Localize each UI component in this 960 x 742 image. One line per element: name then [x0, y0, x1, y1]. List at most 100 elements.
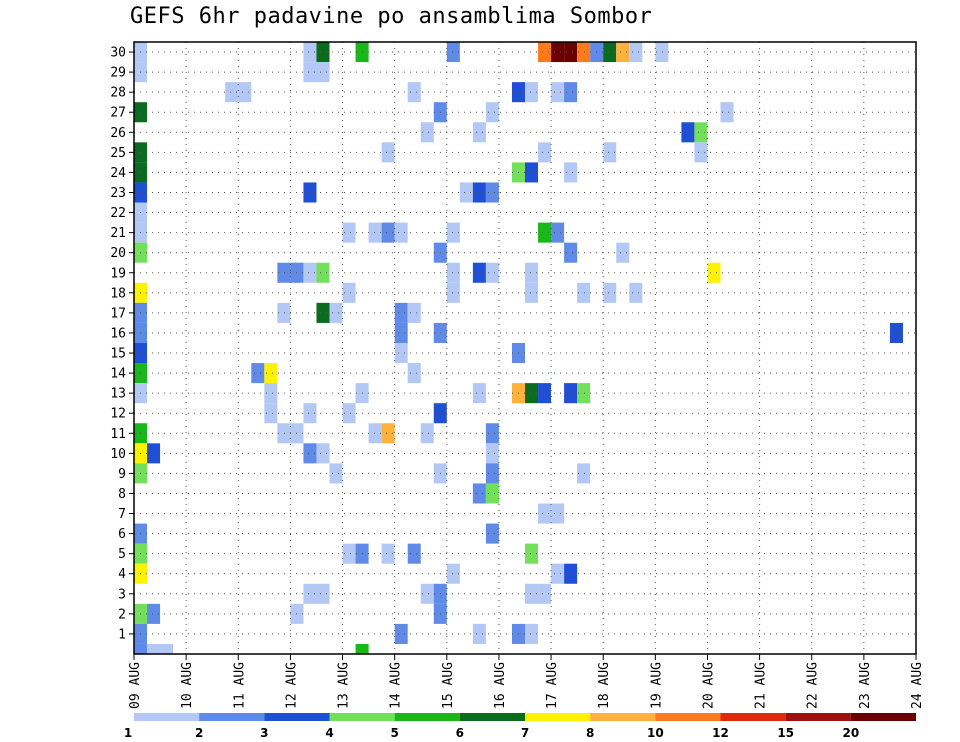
heat-cell: [538, 383, 552, 404]
heat-cell: [147, 643, 161, 654]
heat-cell: [564, 563, 578, 584]
y-tick-label: 12: [110, 407, 126, 422]
heat-cell: [303, 443, 317, 464]
heat-cell: [407, 363, 421, 384]
y-tick-label: 29: [110, 66, 126, 81]
heat-cell: [238, 82, 252, 103]
heat-cell: [551, 222, 565, 243]
y-tick-label: 24: [110, 166, 126, 181]
heat-cell: [420, 423, 434, 444]
y-tick-label: 4: [118, 567, 126, 582]
heat-cell: [564, 383, 578, 404]
y-tick-label: 1: [118, 627, 126, 642]
heat-cell: [485, 102, 499, 123]
heat-cell: [655, 42, 669, 63]
heat-cell: [616, 242, 630, 263]
colorbar-swatch: [134, 713, 200, 721]
x-axis: 09 AUG 10 AUG 11 AUG 12 AUG 13 AUG 14 AUG 15 A…: [128, 654, 925, 709]
heat-cell: [407, 543, 421, 564]
y-tick-label: 22: [110, 206, 126, 221]
heat-cell: [681, 122, 695, 143]
colorbar-label: 4: [325, 726, 333, 740]
colorbar-swatch: [199, 713, 265, 721]
heat-cell: [355, 643, 369, 654]
heat-cell: [485, 463, 499, 484]
colorbar-label: 5: [390, 726, 398, 740]
colorbar-swatch: [590, 713, 656, 721]
y-tick-label: 6: [118, 527, 126, 542]
heat-cell: [407, 302, 421, 323]
heat-cell: [342, 282, 356, 303]
heat-cell: [485, 443, 499, 464]
y-tick-label: 8: [118, 487, 126, 502]
heat-cell: [316, 443, 330, 464]
heat-cell: [381, 423, 395, 444]
heat-cell: [525, 82, 539, 103]
colorbar-label: 1: [124, 726, 132, 740]
heat-cell: [485, 483, 499, 504]
heat-cell: [303, 583, 317, 604]
colorbar-label: 15: [777, 726, 794, 740]
x-tick-label: 14 AUG: [389, 662, 404, 709]
colorbar-label: 8: [586, 726, 594, 740]
heat-cell: [277, 262, 291, 283]
y-tick-label: 9: [118, 467, 126, 482]
x-tick-label: 12 AUG: [284, 662, 299, 709]
heat-cell: [577, 463, 591, 484]
heat-cell: [603, 282, 617, 303]
y-tick-label: 30: [110, 46, 126, 61]
heat-cell: [342, 222, 356, 243]
y-tick-label: 11: [110, 427, 126, 442]
colorbar-swatch: [785, 713, 851, 721]
heat-cell: [316, 42, 330, 63]
y-tick-label: 21: [110, 226, 126, 241]
heat-cell: [394, 342, 408, 364]
y-tick-label: 28: [110, 86, 126, 101]
heat-cell: [420, 583, 434, 604]
heat-cell: [485, 523, 499, 544]
heat-cell: [420, 122, 434, 143]
heat-cell: [472, 122, 486, 143]
heat-cell: [472, 262, 486, 283]
x-tick-label: 16 AUG: [493, 662, 508, 709]
y-tick-label: 25: [110, 146, 126, 161]
y-tick-label: 5: [118, 547, 126, 562]
heat-cell: [603, 42, 617, 63]
colorbar-swatch: [850, 713, 916, 721]
heat-cell: [707, 262, 721, 283]
x-tick-label: 10 AUG: [180, 662, 195, 709]
heat-cell: [551, 563, 565, 584]
heat-cell: [277, 302, 291, 323]
colorbar-swatch: [459, 713, 525, 721]
heat-cell: [446, 262, 460, 283]
heat-cell: [147, 603, 161, 624]
y-tick-label: 17: [110, 306, 126, 321]
heat-cell: [603, 142, 617, 163]
heat-cell: [394, 302, 408, 323]
heat-cell: [564, 162, 578, 183]
heat-cell: [342, 403, 356, 424]
heat-cell: [446, 42, 460, 63]
heat-cell: [225, 82, 239, 103]
heat-cell: [303, 262, 317, 283]
colorbar-swatch: [655, 713, 721, 721]
x-tick-label: 11 AUG: [232, 662, 247, 709]
heat-cell: [472, 383, 486, 404]
heat-cell: [160, 643, 174, 654]
heat-cell: [629, 42, 643, 63]
heat-cell: [264, 383, 278, 404]
heat-cell: [368, 423, 382, 444]
heat-cell: [525, 383, 539, 404]
heat-cell: [525, 623, 539, 644]
cells-layer: [134, 42, 903, 654]
heat-cell: [577, 383, 591, 404]
colorbar-swatch: [329, 713, 395, 721]
plot-frame: [133, 41, 917, 655]
colorbar-label: 7: [521, 726, 529, 740]
heat-cell: [538, 503, 552, 524]
heat-cell: [329, 463, 343, 484]
heat-cell: [407, 82, 421, 103]
x-tick-label: 17 AUG: [545, 662, 560, 709]
heat-cell: [381, 543, 395, 564]
x-tick-label: 20 AUG: [701, 662, 716, 709]
